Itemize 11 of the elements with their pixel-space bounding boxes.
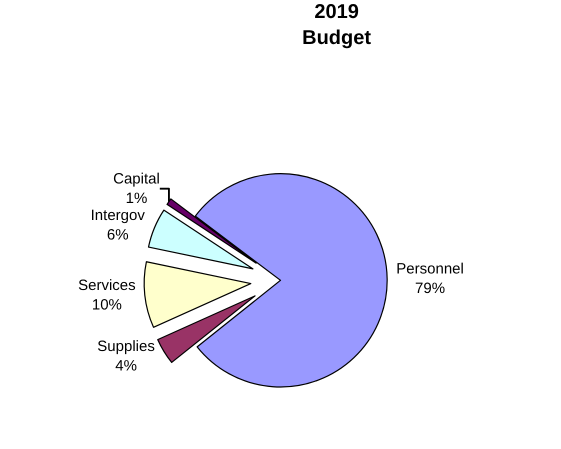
slice-label: Supplies: [97, 338, 155, 356]
slice-label: Personnel: [396, 260, 464, 278]
slice-label: Capital: [113, 170, 160, 188]
data-label: 4%: [115, 358, 137, 375]
slice-label: Intergov: [90, 206, 146, 224]
chart-title: 2019 Budget: [302, 0, 372, 49]
data-label: 10%: [92, 296, 122, 314]
data-label: 6%: [106, 226, 129, 244]
data-label: 79%: [415, 280, 446, 298]
slice-label: Services: [78, 277, 136, 294]
data-label: 1%: [126, 190, 148, 207]
